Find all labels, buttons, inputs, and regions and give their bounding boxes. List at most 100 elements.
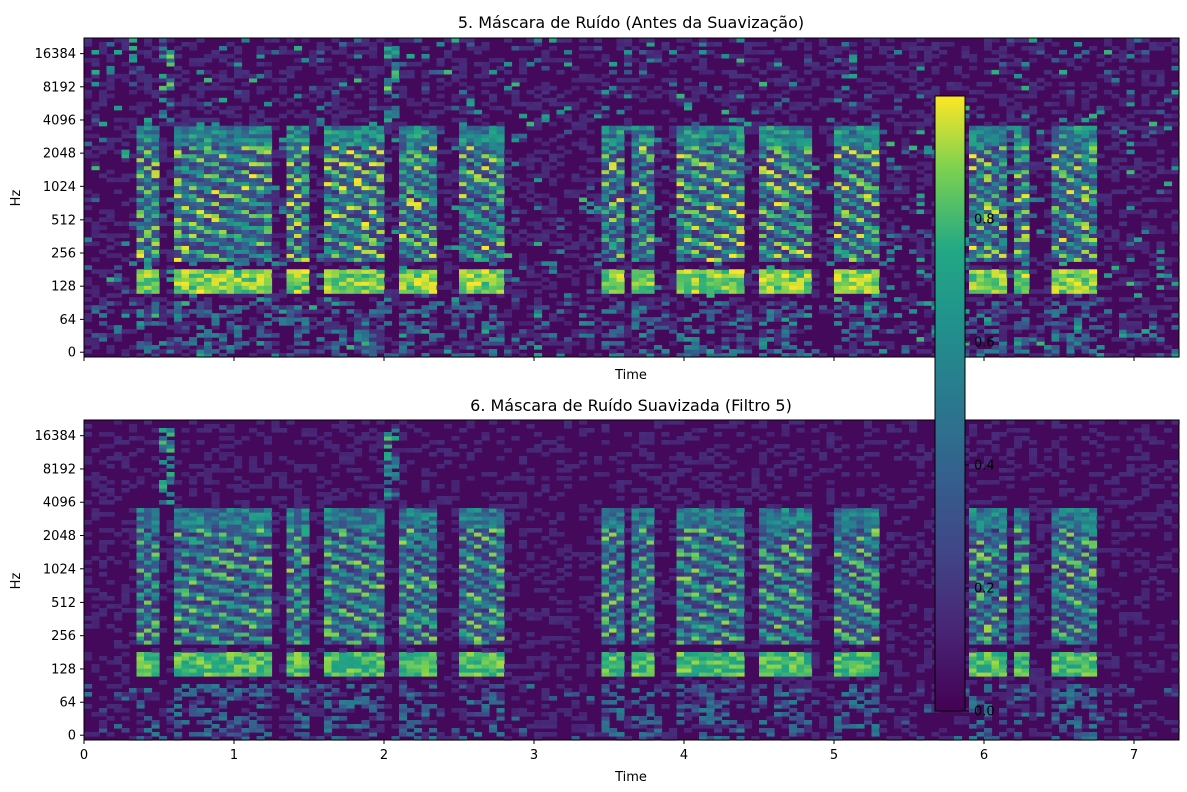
heatmap-cell — [796, 193, 805, 199]
heatmap-cell — [271, 317, 280, 322]
heatmap-cell — [429, 273, 438, 278]
heatmap-cell — [549, 101, 558, 107]
heatmap-cell — [759, 285, 768, 290]
heatmap-cell — [204, 241, 213, 246]
heatmap-cell — [84, 289, 93, 294]
heatmap-cell — [189, 257, 198, 262]
heatmap-cell — [144, 349, 153, 354]
heatmap-cell — [91, 69, 100, 75]
heatmap-cell — [421, 201, 430, 207]
heatmap-cell — [841, 149, 850, 155]
heatmap-cell — [369, 269, 378, 274]
heatmap-cell — [631, 237, 640, 242]
heatmap-cell — [586, 337, 595, 342]
heatmap-cell — [466, 321, 475, 326]
heatmap-cell — [646, 317, 655, 322]
heatmap-cell — [504, 69, 513, 75]
heatmap-cell — [834, 45, 843, 51]
heatmap-cell — [294, 193, 303, 199]
heatmap-cell — [181, 113, 190, 119]
heatmap-cell — [571, 269, 580, 274]
heatmap-cell — [324, 257, 333, 262]
heatmap-cell — [556, 341, 565, 346]
heatmap-cell — [361, 285, 370, 290]
heatmap-cell — [271, 273, 280, 278]
heatmap-cell — [114, 281, 123, 286]
heatmap-cell — [256, 149, 265, 155]
heatmap-cell — [796, 281, 805, 286]
heatmap-cell — [421, 121, 430, 127]
heatmap-cell — [324, 261, 333, 266]
heatmap-cell — [736, 233, 745, 238]
heatmap-cell — [721, 53, 730, 59]
heatmap-cell — [841, 301, 850, 306]
heatmap-cell — [564, 189, 573, 195]
heatmap-cell — [609, 353, 618, 358]
heatmap-cell — [399, 93, 408, 99]
heatmap-cell — [699, 237, 708, 242]
heatmap-cell — [781, 257, 790, 262]
heatmap-cell — [676, 185, 685, 191]
heatmap-cell — [384, 41, 393, 47]
heatmap-cell — [174, 329, 183, 334]
heatmap-cell — [534, 325, 543, 330]
heatmap-cell — [211, 49, 220, 55]
heatmap-cell — [856, 137, 865, 143]
heatmap-cell — [256, 277, 265, 282]
heatmap-cell — [481, 121, 490, 127]
heatmap-cell — [226, 325, 235, 330]
heatmap-cell — [256, 217, 265, 223]
heatmap-cell — [114, 233, 123, 238]
heatmap-cell — [316, 273, 325, 278]
heatmap-cell — [391, 109, 400, 115]
heatmap-cell — [369, 105, 378, 111]
heatmap-cell — [346, 221, 355, 227]
heatmap-cell — [144, 241, 153, 246]
heatmap-cell — [391, 73, 400, 79]
heatmap-cell — [834, 97, 843, 103]
heatmap-cell — [144, 38, 153, 43]
heatmap-cell — [294, 161, 303, 167]
heatmap-cell — [781, 161, 790, 167]
heatmap-cell — [204, 161, 213, 167]
heatmap-cell — [864, 105, 873, 111]
heatmap-cell — [466, 157, 475, 163]
heatmap-cell — [211, 129, 220, 135]
heatmap-cell — [136, 249, 145, 254]
heatmap-cell — [114, 49, 123, 55]
heatmap-cell — [616, 213, 625, 219]
heatmap-cell — [444, 173, 453, 179]
heatmap-cell — [339, 221, 348, 227]
heatmap-cell — [279, 205, 288, 211]
heatmap-cell — [541, 229, 550, 234]
heatmap-cell — [789, 157, 798, 163]
heatmap-cell — [444, 261, 453, 266]
heatmap-cell — [481, 149, 490, 155]
heatmap-cell — [211, 249, 220, 254]
heatmap-cell — [204, 281, 213, 286]
heatmap-cell — [144, 41, 153, 47]
heatmap-cell — [871, 225, 880, 230]
heatmap-cell — [834, 173, 843, 179]
heatmap-cell — [219, 57, 228, 63]
heatmap-cell — [429, 153, 438, 159]
heatmap-cell — [166, 337, 175, 342]
heatmap-cell — [384, 157, 393, 163]
heatmap-cell — [841, 289, 850, 294]
heatmap-cell — [219, 177, 228, 183]
heatmap-cell — [151, 129, 160, 135]
heatmap-cell — [459, 121, 468, 127]
heatmap-cell — [714, 253, 723, 258]
heatmap-cell — [249, 173, 258, 179]
heatmap-cell — [324, 65, 333, 71]
heatmap-cell — [691, 121, 700, 127]
heatmap-cell — [369, 169, 378, 175]
heatmap-cell — [541, 113, 550, 119]
heatmap-cell — [511, 97, 520, 103]
heatmap-cell — [594, 289, 603, 294]
heatmap-cell — [519, 133, 528, 139]
heatmap-cell — [181, 181, 190, 187]
heatmap-cell — [774, 169, 783, 175]
heatmap-cell — [481, 89, 490, 95]
heatmap-cell — [489, 165, 498, 171]
